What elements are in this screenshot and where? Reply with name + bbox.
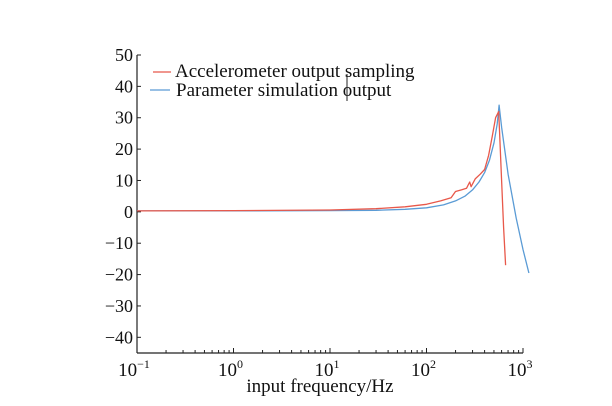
series-line-accelerometer xyxy=(136,110,507,266)
x-tick-label: 103 xyxy=(508,357,533,381)
y-tick-label: −10 xyxy=(105,233,133,253)
series-lines xyxy=(136,104,530,274)
x-tick-label: 101 xyxy=(315,357,340,381)
series-line-parameter-simulation xyxy=(137,104,530,274)
x-tick-label: 100 xyxy=(218,357,243,381)
y-tick-label: 10 xyxy=(115,170,133,190)
y-tick-label: 40 xyxy=(115,76,133,96)
legend-label-accelerometer: Accelerometer output sampling xyxy=(175,61,415,82)
y-tick-label: 50 xyxy=(115,45,133,65)
y-tick-label: 20 xyxy=(115,139,133,159)
y-tick-label: −30 xyxy=(105,296,133,316)
legend: Accelerometer output sampling Parameter … xyxy=(150,61,415,101)
y-tick-label: −40 xyxy=(105,327,133,347)
y-tick-label: 0 xyxy=(124,202,133,222)
x-tick-label: 102 xyxy=(411,357,436,381)
legend-label-parameter: Parameter simulation output xyxy=(176,80,392,101)
x-tick-label: 10−1 xyxy=(118,357,150,381)
y-tick-label: −20 xyxy=(105,265,133,285)
x-axis-label: input frequency/Hz xyxy=(246,376,393,397)
y-tick-label: 30 xyxy=(115,108,133,128)
